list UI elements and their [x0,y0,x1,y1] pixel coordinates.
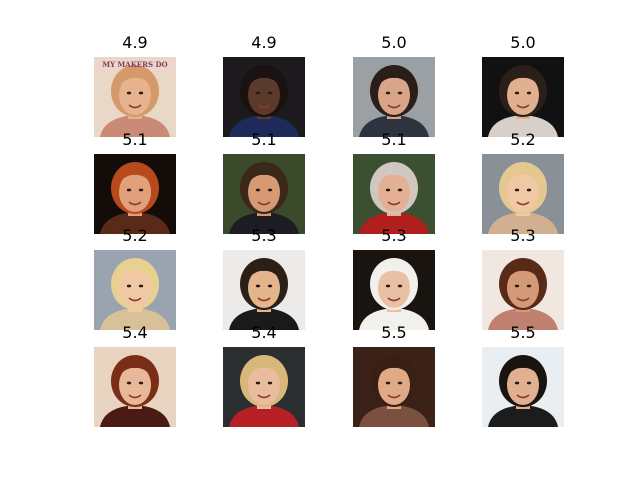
score-label: 5.4 [251,323,277,342]
score-label: 5.1 [381,130,407,149]
face-photo [223,57,305,137]
score-label: 4.9 [122,33,148,52]
face-tile [223,347,305,427]
face-photo [482,57,564,137]
face-tile [353,347,435,427]
score-label: 5.2 [122,226,148,245]
face-photo [353,154,435,234]
face-tile [353,57,435,137]
score-label: 5.5 [381,323,407,342]
score-label: 5.2 [510,130,536,149]
score-label: 5.5 [510,323,536,342]
face-tile [223,57,305,137]
face-photo [353,250,435,330]
face-photo [223,250,305,330]
face-photo: MY MAKERS DO [94,57,176,137]
face-tile [353,154,435,234]
face-tile [353,250,435,330]
face-photo [94,154,176,234]
score-label: 5.3 [381,226,407,245]
face-photo [482,347,564,427]
face-tile [482,250,564,330]
score-label: 5.4 [122,323,148,342]
score-label: 5.0 [381,33,407,52]
face-tile [482,57,564,137]
face-photo [223,154,305,234]
face-tile [94,347,176,427]
score-label: 4.9 [251,33,277,52]
face-tile [94,154,176,234]
score-label: 5.1 [251,130,277,149]
face-photo [482,250,564,330]
banner-text: MY MAKERS DO [102,60,167,69]
face-tile: MY MAKERS DO [94,57,176,137]
face-tile [482,347,564,427]
score-label: 5.3 [251,226,277,245]
face-photo [94,347,176,427]
face-photo [353,347,435,427]
face-photo [94,250,176,330]
face-tile [223,154,305,234]
score-label: 5.3 [510,226,536,245]
face-photo [223,347,305,427]
score-label: 5.0 [510,33,536,52]
face-photo [482,154,564,234]
score-label: 5.1 [122,130,148,149]
face-tile [482,154,564,234]
face-tile [223,250,305,330]
face-photo [353,57,435,137]
face-tile [94,250,176,330]
